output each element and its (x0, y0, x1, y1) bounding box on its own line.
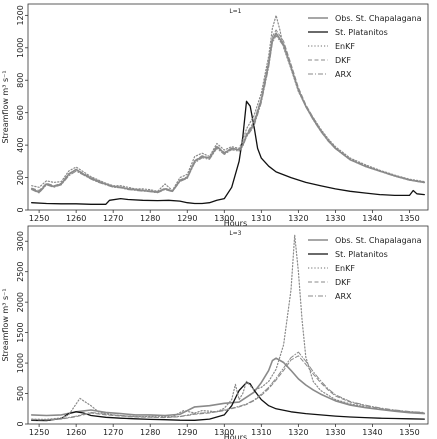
panel-label: L=3 (229, 230, 241, 237)
legend-label: Obs. St. Chapalagana (335, 14, 422, 23)
series-line-obs-st-chapalagana (30, 32, 426, 193)
x-tick-label: 1250 (29, 214, 49, 223)
x-tick-label: 1320 (288, 214, 308, 223)
y-tick-label: 2000 (16, 292, 25, 312)
legend-label: ARX (335, 292, 352, 301)
legend-label: ARX (335, 70, 352, 79)
x-tick-label: 1270 (103, 214, 123, 223)
x-tick-label: 1340 (362, 428, 382, 437)
x-tick-label: 1280 (140, 428, 160, 437)
legend-label: St. Platanitos (335, 250, 388, 259)
y-tick-label: 1200 (16, 5, 25, 25)
y-tick-label: 1500 (16, 322, 25, 342)
legend: Obs. St. Chapalagana St. Platanitos EnKF DK… (308, 236, 422, 301)
series-group (30, 234, 426, 422)
series-line-st-platanitos (31, 381, 425, 422)
x-tick-label: 1320 (288, 428, 308, 437)
panel-1: 1250 1260 1270 1280 1290 1300 1310 1320 1330 1340… (1, 3, 429, 228)
x-tick-label: 1250 (29, 428, 49, 437)
x-tick-label: 1310 (251, 214, 271, 223)
y-tick-label: 800 (16, 73, 25, 88)
x-tick-label: 1330 (325, 214, 345, 223)
plot-frame (27, 3, 429, 211)
x-tick-label: 1330 (325, 428, 345, 437)
x-tick-label: 1350 (399, 214, 419, 223)
x-tick-label: 1260 (66, 428, 86, 437)
x-axis-label: Hours (224, 433, 247, 439)
x-tick-label: 1300 (214, 214, 234, 223)
x-axis-label: Hours (224, 219, 247, 228)
legend-label: DKF (335, 278, 351, 287)
panel-label: L=1 (229, 8, 241, 15)
series-line-dkf (31, 29, 425, 193)
y-tick-label: 600 (16, 105, 25, 120)
y-axis-label: Streamflow m³ s⁻¹ (1, 70, 10, 143)
y-tick-label: 0 (16, 421, 25, 426)
series-line-obs-st-chapalagana (30, 357, 426, 417)
legend-label: EnKF (335, 42, 355, 51)
x-tick-label: 1310 (251, 428, 271, 437)
panel-2: 1250 1260 1270 1280 1290 1300 1310 1320 1330 1340… (1, 225, 429, 439)
y-tick-label: 3000 (16, 231, 25, 251)
legend-label: DKF (335, 56, 351, 65)
x-tick-label: 1260 (66, 214, 86, 223)
x-tick-label: 1290 (177, 428, 197, 437)
y-tick-label: 1000 (16, 353, 25, 373)
x-tick-label: 1290 (177, 214, 197, 223)
legend-label: Obs. St. Chapalagana (335, 236, 422, 245)
x-tick-label: 1350 (399, 428, 419, 437)
x-tick-label: 1270 (103, 428, 123, 437)
y-tick-label: 400 (16, 137, 25, 152)
series-group (30, 14, 426, 205)
legend-label: EnKF (335, 264, 355, 273)
y-tick-label: 1000 (16, 38, 25, 58)
series-line-dkf (31, 355, 425, 421)
y-tick-label: 2500 (16, 262, 25, 282)
y-tick-label: 500 (16, 386, 25, 401)
legend-label: St. Platanitos (335, 28, 388, 37)
x-tick-label: 1300 (214, 428, 234, 437)
x-tick-label: 1340 (362, 214, 382, 223)
plot-frame (27, 225, 429, 425)
y-tick-label: 200 (16, 170, 25, 185)
series-line-enkf (31, 14, 425, 192)
series-line-arx (31, 35, 425, 194)
x-tick-label: 1280 (140, 214, 160, 223)
y-axis-label: Streamflow m³ s⁻¹ (1, 288, 10, 361)
legend: Obs. St. Chapalagana St. Platanitos EnKF DK… (308, 14, 422, 79)
series-line-arx (31, 351, 425, 421)
y-tick-label: 0 (16, 207, 25, 212)
series-line-st-platanitos (31, 100, 425, 205)
series-line-enkf (31, 234, 425, 420)
